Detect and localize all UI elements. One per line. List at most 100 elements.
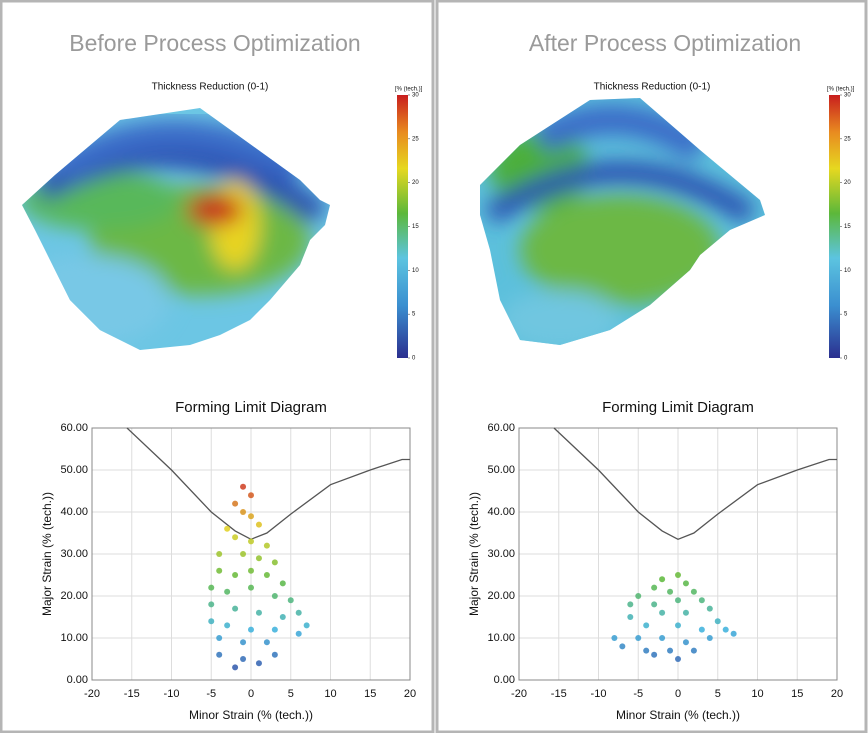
colorbar-tick-label: 25 xyxy=(844,136,851,142)
x-tick-label: -5 xyxy=(206,688,216,700)
strain-point xyxy=(643,648,649,654)
strain-point xyxy=(208,618,214,624)
strain-point xyxy=(216,652,222,658)
strain-point xyxy=(619,643,625,649)
strain-point xyxy=(675,572,681,578)
x-tick-label: -10 xyxy=(164,688,180,700)
strain-point xyxy=(248,627,254,633)
strain-point xyxy=(667,648,673,654)
strain-point xyxy=(248,568,254,574)
strain-point xyxy=(280,614,286,620)
strain-point xyxy=(731,631,737,637)
colorbar-tick-label: 10 xyxy=(844,268,851,274)
strain-point xyxy=(691,648,697,654)
panel-title: Before Process Optimization xyxy=(69,30,360,56)
strain-point xyxy=(232,664,238,670)
strain-point xyxy=(723,627,729,633)
x-tick-label: -5 xyxy=(633,688,643,700)
colorbar-tick-label: 15 xyxy=(412,224,419,230)
x-tick-label: 10 xyxy=(751,688,763,700)
strain-point xyxy=(715,618,721,624)
x-tick-label: 0 xyxy=(248,688,254,700)
chart-title: Forming Limit Diagram xyxy=(602,399,754,416)
strain-point xyxy=(683,580,689,586)
x-tick-label: 15 xyxy=(364,688,376,700)
map-title: Thickness Reduction (0-1) xyxy=(594,82,711,93)
strain-point xyxy=(643,622,649,628)
strain-point xyxy=(288,597,294,603)
strain-point xyxy=(683,639,689,645)
x-tick-label: 20 xyxy=(831,688,843,700)
strain-point xyxy=(707,635,713,641)
x-tick-label: -15 xyxy=(551,688,567,700)
y-tick-label: 10.00 xyxy=(487,632,515,644)
strain-point xyxy=(256,660,262,666)
strain-point xyxy=(240,656,246,662)
strain-point xyxy=(272,559,278,565)
colorbar-tick-label: 30 xyxy=(412,93,419,99)
strain-point xyxy=(248,585,254,591)
x-tick-label: 15 xyxy=(791,688,803,700)
panel-title: After Process Optimization xyxy=(529,30,801,56)
colorbar xyxy=(829,95,840,358)
y-tick-label: 20.00 xyxy=(60,590,88,602)
y-tick-label: 60.00 xyxy=(60,422,88,434)
page: Before Process Optimization After Proces… xyxy=(0,0,868,733)
x-tick-label: 0 xyxy=(675,688,681,700)
strain-point xyxy=(264,572,270,578)
x-tick-label: 10 xyxy=(324,688,336,700)
y-tick-label: 40.00 xyxy=(60,506,88,518)
strain-point xyxy=(240,484,246,490)
chart-title: Forming Limit Diagram xyxy=(175,399,327,416)
strain-point xyxy=(635,635,641,641)
strain-point xyxy=(272,593,278,599)
strain-point xyxy=(699,627,705,633)
strain-point xyxy=(635,593,641,599)
strain-point xyxy=(240,509,246,515)
strain-point xyxy=(667,589,673,595)
strain-point xyxy=(240,639,246,645)
strain-point xyxy=(611,635,617,641)
strain-point xyxy=(264,639,270,645)
strain-point xyxy=(216,635,222,641)
x-tick-label: -20 xyxy=(84,688,100,700)
strain-point xyxy=(627,601,633,607)
strain-point xyxy=(248,513,254,519)
colorbar-tick-label: 30 xyxy=(844,93,851,99)
strain-point xyxy=(683,610,689,616)
strain-point xyxy=(224,589,230,595)
strain-point xyxy=(651,652,657,658)
strain-point xyxy=(232,606,238,612)
strain-point xyxy=(627,614,633,620)
y-tick-label: 30.00 xyxy=(60,548,88,560)
y-tick-label: 10.00 xyxy=(60,632,88,644)
y-tick-label: 0.00 xyxy=(67,674,88,686)
strain-point xyxy=(256,522,262,528)
x-tick-label: -20 xyxy=(511,688,527,700)
strain-point xyxy=(659,635,665,641)
strain-point xyxy=(659,610,665,616)
colorbar-tick-label: 20 xyxy=(412,180,419,186)
y-tick-label: 60.00 xyxy=(487,422,515,434)
strain-point xyxy=(651,601,657,607)
strain-point xyxy=(216,551,222,557)
x-tick-label: -15 xyxy=(124,688,140,700)
strain-point xyxy=(651,585,657,591)
strain-point xyxy=(256,610,262,616)
y-tick-label: 0.00 xyxy=(494,674,515,686)
strain-point xyxy=(272,627,278,633)
strain-point xyxy=(256,555,262,561)
y-tick-label: 30.00 xyxy=(487,548,515,560)
y-axis-label: Major Strain (% (tech.)) xyxy=(467,492,481,616)
colorbar-tick-label: 10 xyxy=(412,268,419,274)
map-title: Thickness Reduction (0-1) xyxy=(152,82,269,93)
strain-point xyxy=(699,597,705,603)
strain-point xyxy=(248,538,254,544)
strain-point xyxy=(707,606,713,612)
strain-point xyxy=(208,601,214,607)
strain-point xyxy=(216,568,222,574)
strain-point xyxy=(224,526,230,532)
x-tick-label: -10 xyxy=(591,688,607,700)
panel-frame xyxy=(1,1,433,732)
strain-point xyxy=(232,501,238,507)
